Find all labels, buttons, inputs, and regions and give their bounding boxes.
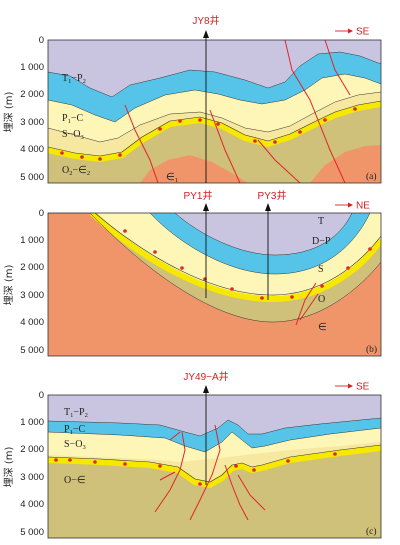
panel-label-c: (c) [366,526,377,537]
well-label-jy49a: JY49−A井 [183,370,228,383]
direction-label-b: NE [356,201,370,212]
panel-c-strata [48,395,381,538]
depth-axis-a: 0 1 000 2 000 3 000 4 000 5 000 埋深 (m) [3,35,44,183]
depth-axis-b: 0 1 000 2 000 3 000 4 000 5 000 埋深 (m) [3,208,44,356]
tick-a-4: 4 000 [20,144,44,155]
unit-a-cambrian [140,155,248,183]
svg-text:4 000: 4 000 [20,317,44,328]
panel-label-b: (b) [366,344,377,355]
svg-text:1 000: 1 000 [20,235,44,246]
unit-label-b-4: ∈ [318,322,327,333]
faults-b [295,282,319,326]
svg-text:3 000: 3 000 [20,290,44,301]
unit-label-c-0: T1−P2 [64,407,88,419]
panel-b-frame [47,212,382,357]
direction-label-a: SE [356,27,370,38]
unit-label-b-2: S [318,264,324,275]
tick-a-1: 1 000 [20,62,44,73]
panel-label-a: (a) [366,171,377,182]
ylabel-c: 埋深 (m) [3,447,15,488]
svg-text:0: 0 [39,390,44,401]
well-label-py1: PY1井 [184,189,213,202]
unit-labels-b: T D−P S O ∈ [312,216,331,333]
well-arrow-jy8 [203,30,209,38]
panel-a-frame [47,39,382,184]
faults-c [154,424,266,521]
svg-text:3 000: 3 000 [20,472,44,483]
unit-label-c-2: S−O3 [64,439,86,451]
svg-text:2 000: 2 000 [20,262,44,273]
panel-a: JY8井 SE 0 1 000 2 000 3 000 4 000 5 000 … [3,14,382,184]
ylabel-b: 埋深 (m) [3,265,15,306]
direction-label-c: SE [356,382,370,393]
svg-text:2 000: 2 000 [20,444,44,455]
unit-label-a-2: S−O3 [62,129,84,141]
svg-text:0: 0 [39,208,44,219]
unit-label-b-3: O [318,294,325,305]
svg-text:1 000: 1 000 [20,417,44,428]
tick-a-2: 2 000 [20,89,44,100]
marker-bed-a [48,101,381,163]
svg-text:5 000: 5 000 [20,345,44,356]
panel-b-strata [48,213,381,356]
well-label-py3: PY3井 [258,189,287,202]
unit-label-a-1: P1−C [62,113,83,125]
unit-a-basement-right [310,145,381,183]
unit-label-a-3: O2−∈2 [62,165,90,177]
unit-label-a-4: ∈1 [166,172,178,184]
marker-bed-b [89,213,381,303]
unit-labels-a: T1−P2 P1−C S−O3 O2−∈2 ∈1 [62,73,178,184]
marker-dots-a [60,107,357,161]
unit-label-b-0: T [318,216,324,227]
marker-dots-b [123,229,372,300]
tick-a-3: 3 000 [20,117,44,128]
panel-a-strata [48,40,381,183]
tick-a-0: 0 [39,35,44,46]
unit-label-c-3: O−∈ [64,475,86,486]
svg-text:4 000: 4 000 [20,499,44,510]
svg-text:5 000: 5 000 [20,527,44,538]
panel-c: JY49−A井 SE 0 1 000 2 000 3 000 4 000 5 0… [3,370,382,539]
unit-c-o-e [48,448,381,538]
marker-dots-c [54,452,337,486]
faults-a [124,40,351,183]
unit-a-o-e [48,104,381,183]
tick-a-5: 5 000 [20,172,44,183]
depth-axis-c: 0 1 000 2 000 3 000 4 000 5 000 埋深 (m) [3,390,44,538]
unit-b-triassic [175,213,352,255]
bed-outlines-a [48,51,381,143]
marker-bed-a-outline [48,100,381,157]
panel-c-frame [47,394,382,539]
unit-label-b-1: D−P [312,236,331,247]
unit-labels-c: T1−P2 P1−C S−O3 O−∈ [64,407,88,486]
panel-b: PY1井 PY3井 NE 0 1 000 2 000 3 000 4 000 5… [3,189,382,357]
well-label-jy8: JY8井 [192,14,219,27]
unit-label-a-0: T1−P2 [62,73,86,85]
marker-bed-c [48,445,381,489]
ylabel-a: 埋深 (m) [3,92,15,133]
unit-label-c-1: P1−C [64,424,85,436]
